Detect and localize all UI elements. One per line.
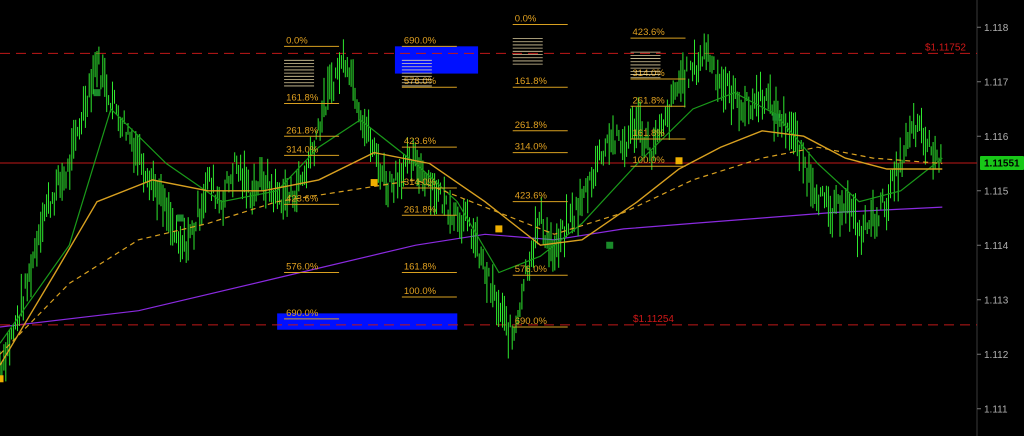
fib-label: 161.8% — [286, 93, 319, 104]
y-tick-label: 1.116 — [984, 132, 1009, 143]
marker-orange — [495, 225, 503, 233]
fib-label: 0.0% — [286, 35, 308, 46]
fib-label: 261.8% — [286, 125, 319, 136]
fib-label: 261.8% — [404, 204, 437, 215]
fast-ma-line — [0, 92, 943, 344]
fib-label: 423.6% — [633, 27, 666, 38]
y-tick-label: 1.111 — [984, 404, 1008, 415]
current-price-label: 1.11551 — [984, 158, 1020, 169]
fib-label: 314.0% — [515, 142, 548, 153]
fib-label: 690.0% — [515, 316, 548, 327]
y-tick-label: 1.117 — [984, 77, 1009, 88]
horizontal-price-lines: $1.11752 $1.11254 — [0, 42, 977, 326]
marker-green — [606, 241, 614, 249]
fib-label: 314.0% — [286, 144, 319, 155]
y-tick-label: 1.113 — [984, 295, 1009, 306]
moving-averages — [0, 92, 943, 366]
marker-orange — [0, 375, 4, 383]
marker-orange — [675, 157, 683, 165]
y-tick-label: 1.115 — [984, 186, 1009, 197]
y-tick-label: 1.114 — [984, 241, 1009, 252]
fib-label: 423.6% — [515, 191, 548, 202]
y-axis-ticks: 1.118 1.117 1.116 1.115 1.114 1.113 1.112 1.111 — [977, 23, 1009, 415]
fib-label: 576.0% — [404, 76, 437, 87]
fib-label: 100.0% — [633, 155, 666, 166]
fib-label: 423.6% — [286, 193, 319, 204]
target-box-2 — [277, 313, 458, 330]
fib-label: 161.8% — [404, 262, 437, 273]
fib-label: 690.0% — [404, 35, 437, 46]
price-line-label-2: $1.11254 — [633, 314, 674, 325]
marker-green — [772, 113, 780, 121]
marker-green — [176, 214, 184, 222]
medium-ma-line — [0, 130, 943, 366]
fibonacci-levels: 0.0% 161.8% 261.8% 314.0% 423.6% 576.0% 690.0%… — [284, 14, 686, 328]
fib-label: 261.8% — [515, 120, 548, 131]
fib-label: 100.0% — [404, 286, 437, 297]
current-price-box — [980, 155, 1024, 170]
fib-label: 690.0% — [286, 308, 319, 319]
fib-label: 576.0% — [515, 264, 548, 275]
price-line-label-1: $1.11752 — [925, 42, 966, 53]
signal-markers — [0, 89, 780, 383]
fib-label: 0.0% — [515, 14, 537, 25]
fib-label: 261.8% — [633, 95, 666, 106]
fib-label: 314.0% — [633, 68, 666, 79]
fib-label: 423.6% — [404, 136, 437, 147]
dashed-ma-line — [0, 146, 943, 355]
fib-label: 161.8% — [633, 128, 666, 139]
marker-green — [93, 89, 101, 97]
y-tick-label: 1.112 — [984, 350, 1009, 361]
y-tick-label: 1.118 — [984, 23, 1009, 34]
price-bars — [0, 33, 942, 382]
current-price-tag[interactable]: 1.11551 — [980, 155, 1024, 170]
fib-label: 576.0% — [286, 262, 319, 273]
fib-label: 314.0% — [404, 177, 437, 188]
fib-label: 161.8% — [515, 76, 548, 87]
marker-orange — [370, 179, 378, 187]
